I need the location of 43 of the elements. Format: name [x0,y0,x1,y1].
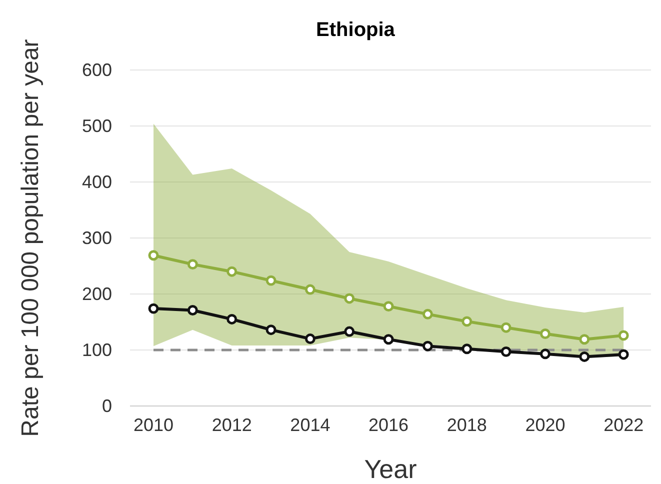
x-tick-label: 2020 [525,414,566,435]
point [579,351,590,362]
point [187,305,198,316]
point [540,328,550,339]
x-tick-label: 2016 [368,414,409,435]
point [148,250,159,261]
y-tick-label: 0 [102,396,112,416]
y-tick-label: 100 [82,340,112,360]
point [148,303,159,314]
point [383,301,394,312]
point [618,330,629,341]
point [344,293,355,304]
point [344,326,355,337]
point [462,316,472,327]
point [266,324,276,336]
point [187,259,198,270]
point [422,308,433,320]
point [422,340,433,352]
chart-title: Ethiopia [316,19,396,41]
y-tick-label: 400 [82,172,112,192]
x-tick-label: 2014 [290,414,330,435]
point [618,349,629,360]
y-tick-label: 200 [82,284,112,304]
x-axis-title: Year [364,454,418,484]
point [304,334,316,344]
point [266,275,276,286]
x-tick-label: 2010 [133,414,174,435]
point [226,266,238,277]
x-tick-label: 2018 [446,414,487,435]
x-tick-label: 2012 [212,414,252,435]
point [500,322,512,333]
point [383,334,394,345]
point [500,346,512,357]
y-axis-title: Rate per 100 000 population per year [17,39,44,437]
point [226,314,238,324]
y-tick-label: 300 [82,228,112,248]
y-tick-label: 600 [82,60,112,80]
point [579,334,590,345]
point [540,348,550,360]
y-tick-label: 500 [82,116,112,136]
x-tick-label: 2022 [604,414,644,435]
point [304,284,316,295]
point [462,344,472,354]
